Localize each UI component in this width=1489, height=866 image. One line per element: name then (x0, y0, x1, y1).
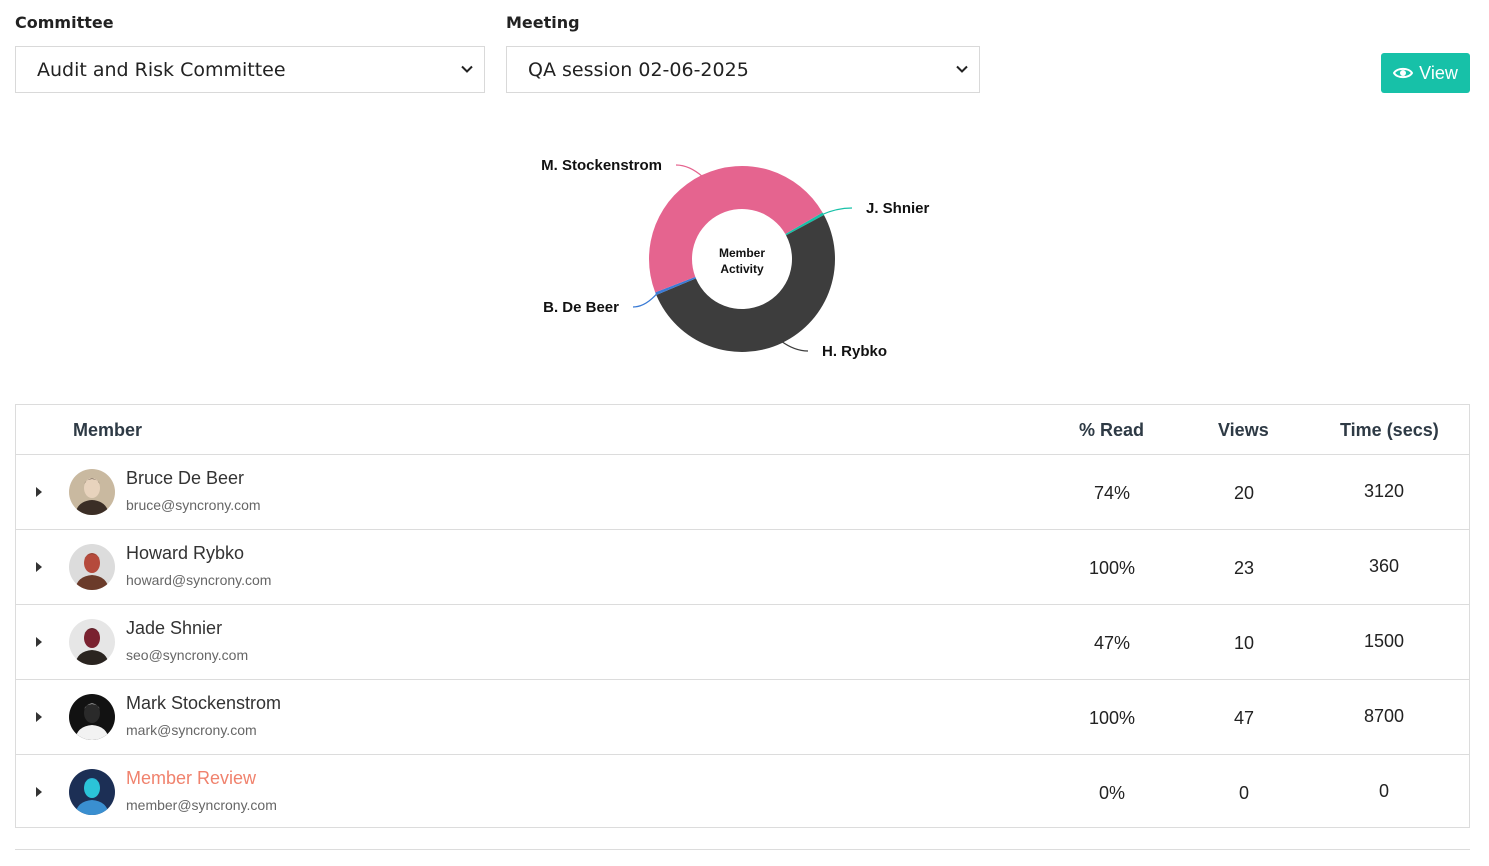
avatar (69, 544, 115, 590)
member-name: Jade Shnier (126, 618, 223, 638)
slice-label: B. De Beer (543, 299, 619, 316)
table-row[interactable]: Mark Stockenstrom mark@syncrony.com 100% 47… (16, 680, 1469, 755)
donut-slice[interactable] (785, 212, 824, 236)
expand-caret-icon[interactable] (34, 485, 44, 499)
leader-line (821, 207, 853, 216)
read-percent: 0% (1098, 783, 1125, 803)
member-name: Member Review (126, 768, 257, 788)
committee-label: Committee (15, 13, 114, 32)
meeting-select-value: QA session 02-06-2025 (528, 58, 749, 81)
views-count: 47 (1233, 708, 1255, 728)
time-seconds: 3120 (1363, 481, 1405, 501)
avatar (69, 619, 115, 665)
avatar (69, 694, 115, 740)
slice-label: J. Shnier (866, 200, 930, 217)
chart-center-label: Member (719, 246, 765, 260)
time-seconds: 8700 (1363, 706, 1405, 726)
slice-label: M. Stockenstrom (541, 157, 662, 174)
expand-caret-icon[interactable] (34, 710, 44, 724)
chevron-down-icon (956, 65, 968, 73)
expand-caret-icon[interactable] (34, 785, 44, 799)
leader-line (780, 340, 809, 352)
meeting-label: Meeting (506, 13, 580, 32)
member-name: Mark Stockenstrom (126, 693, 282, 713)
read-percent: 74% (1093, 483, 1131, 503)
view-button-label: View (1419, 62, 1458, 83)
committee-select-value: Audit and Risk Committee (37, 58, 286, 81)
member-table: Member % Read Views Time (secs) Bruce De… (15, 404, 1470, 828)
member-email: member@syncrony.com (126, 797, 277, 813)
avatar (69, 469, 115, 515)
header-read: % Read (1079, 420, 1145, 440)
views-count: 10 (1233, 633, 1255, 653)
leader-line (632, 292, 659, 308)
time-seconds: 1500 (1363, 631, 1405, 651)
header-member: Member (73, 420, 143, 440)
views-count: 23 (1233, 558, 1255, 578)
table-row[interactable]: Jade Shnier seo@syncrony.com 47% 10 1500 (16, 605, 1469, 680)
views-count: 20 (1233, 483, 1255, 503)
time-seconds: 360 (1368, 556, 1400, 576)
donut-chart-svg: J. Shnier H. Rybko B. De Beer M. Stockenstr… (541, 157, 930, 360)
table-row[interactable]: Member Review member@syncrony.com 0% 0 0 (16, 755, 1469, 830)
table-header: Member % Read Views Time (secs) (16, 405, 1469, 455)
member-email: mark@syncrony.com (126, 722, 257, 738)
time-seconds: 0 (1378, 781, 1389, 801)
member-activity-chart: J. Shnier H. Rybko B. De Beer M. Stockenstr… (520, 140, 960, 370)
chevron-down-icon (461, 65, 473, 73)
read-percent: 47% (1093, 633, 1131, 653)
chart-center-label: Activity (720, 262, 764, 276)
eye-icon (1393, 67, 1414, 79)
expand-caret-icon[interactable] (34, 635, 44, 649)
header-views: Views (1218, 420, 1269, 440)
leader-line (675, 164, 704, 178)
table-row[interactable]: Howard Rybko howard@syncrony.com 100% 23 360 (16, 530, 1469, 605)
donut-slice[interactable] (649, 165, 823, 293)
read-percent: 100% (1088, 708, 1136, 728)
views-count: 0 (1238, 783, 1249, 803)
read-percent: 100% (1088, 558, 1136, 578)
meeting-select[interactable]: QA session 02-06-2025 (506, 46, 980, 93)
slice-label: H. Rybko (822, 343, 887, 360)
donut-slice[interactable] (655, 276, 696, 296)
committee-select[interactable]: Audit and Risk Committee (15, 46, 485, 93)
member-email: howard@syncrony.com (126, 572, 272, 588)
member-name: Bruce De Beer (126, 468, 245, 488)
table-row[interactable]: Bruce De Beer bruce@syncrony.com 74% 20 3120 (16, 455, 1469, 530)
header-time: Time (secs) (1340, 420, 1439, 440)
member-email: bruce@syncrony.com (126, 497, 261, 513)
view-button[interactable]: View (1381, 53, 1470, 93)
donut-slice[interactable] (656, 215, 835, 352)
member-email: seo@syncrony.com (126, 647, 249, 663)
member-name: Howard Rybko (126, 543, 245, 563)
divider (15, 849, 1470, 850)
expand-caret-icon[interactable] (34, 560, 44, 574)
avatar (69, 769, 115, 815)
